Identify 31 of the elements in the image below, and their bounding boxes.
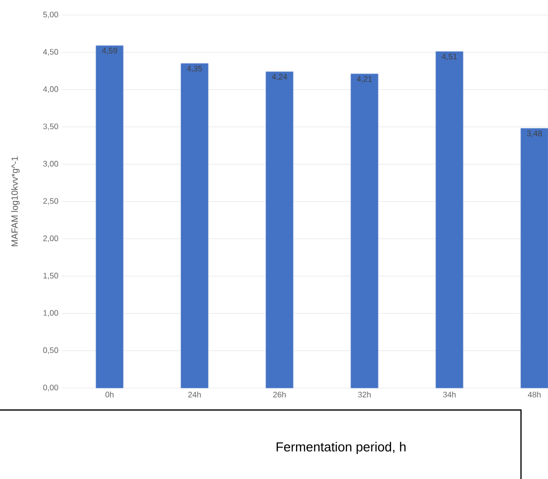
y-tick-label: 3,00 (43, 160, 58, 168)
y-tick-label: 0,50 (43, 347, 58, 354)
bar (350, 74, 378, 388)
data-label: 3,48 (526, 130, 542, 138)
y-tick-label: 4,00 (43, 86, 58, 93)
x-tick-label: 34h (443, 392, 456, 398)
x-tick-label: 24h (188, 392, 201, 398)
bar (96, 45, 124, 388)
data-label: 4,59 (102, 48, 117, 54)
y-tick-label: 5,00 (43, 12, 58, 18)
y-tick-label: 4,50 (43, 49, 58, 56)
data-label: 4,21 (356, 76, 372, 83)
y-axis-title: MAFAM log10kvv*g^-1 (11, 156, 20, 246)
y-tick-label: 1,50 (44, 272, 58, 280)
data-label: 4,35 (186, 66, 202, 72)
bar (436, 51, 464, 388)
x-axis-title: Fermentation period, h (276, 442, 406, 454)
y-tick-label: 2,00 (43, 236, 58, 242)
y-tick-label: 1,00 (44, 310, 58, 317)
data-label: 4,51 (442, 54, 457, 60)
x-tick-label: 0h (105, 392, 114, 398)
bar (180, 63, 208, 388)
y-tick-label: 3,50 (43, 124, 58, 130)
bar (266, 72, 294, 388)
y-tick-label: 0,00 (43, 384, 58, 392)
y-tick-label: 2,50 (43, 198, 58, 205)
x-tick-label: 26h (273, 392, 286, 398)
x-tick-label: 48h (528, 392, 541, 398)
bar (520, 128, 548, 388)
data-label: 4,24 (272, 74, 288, 80)
x-tick-label: 32h (358, 392, 371, 398)
